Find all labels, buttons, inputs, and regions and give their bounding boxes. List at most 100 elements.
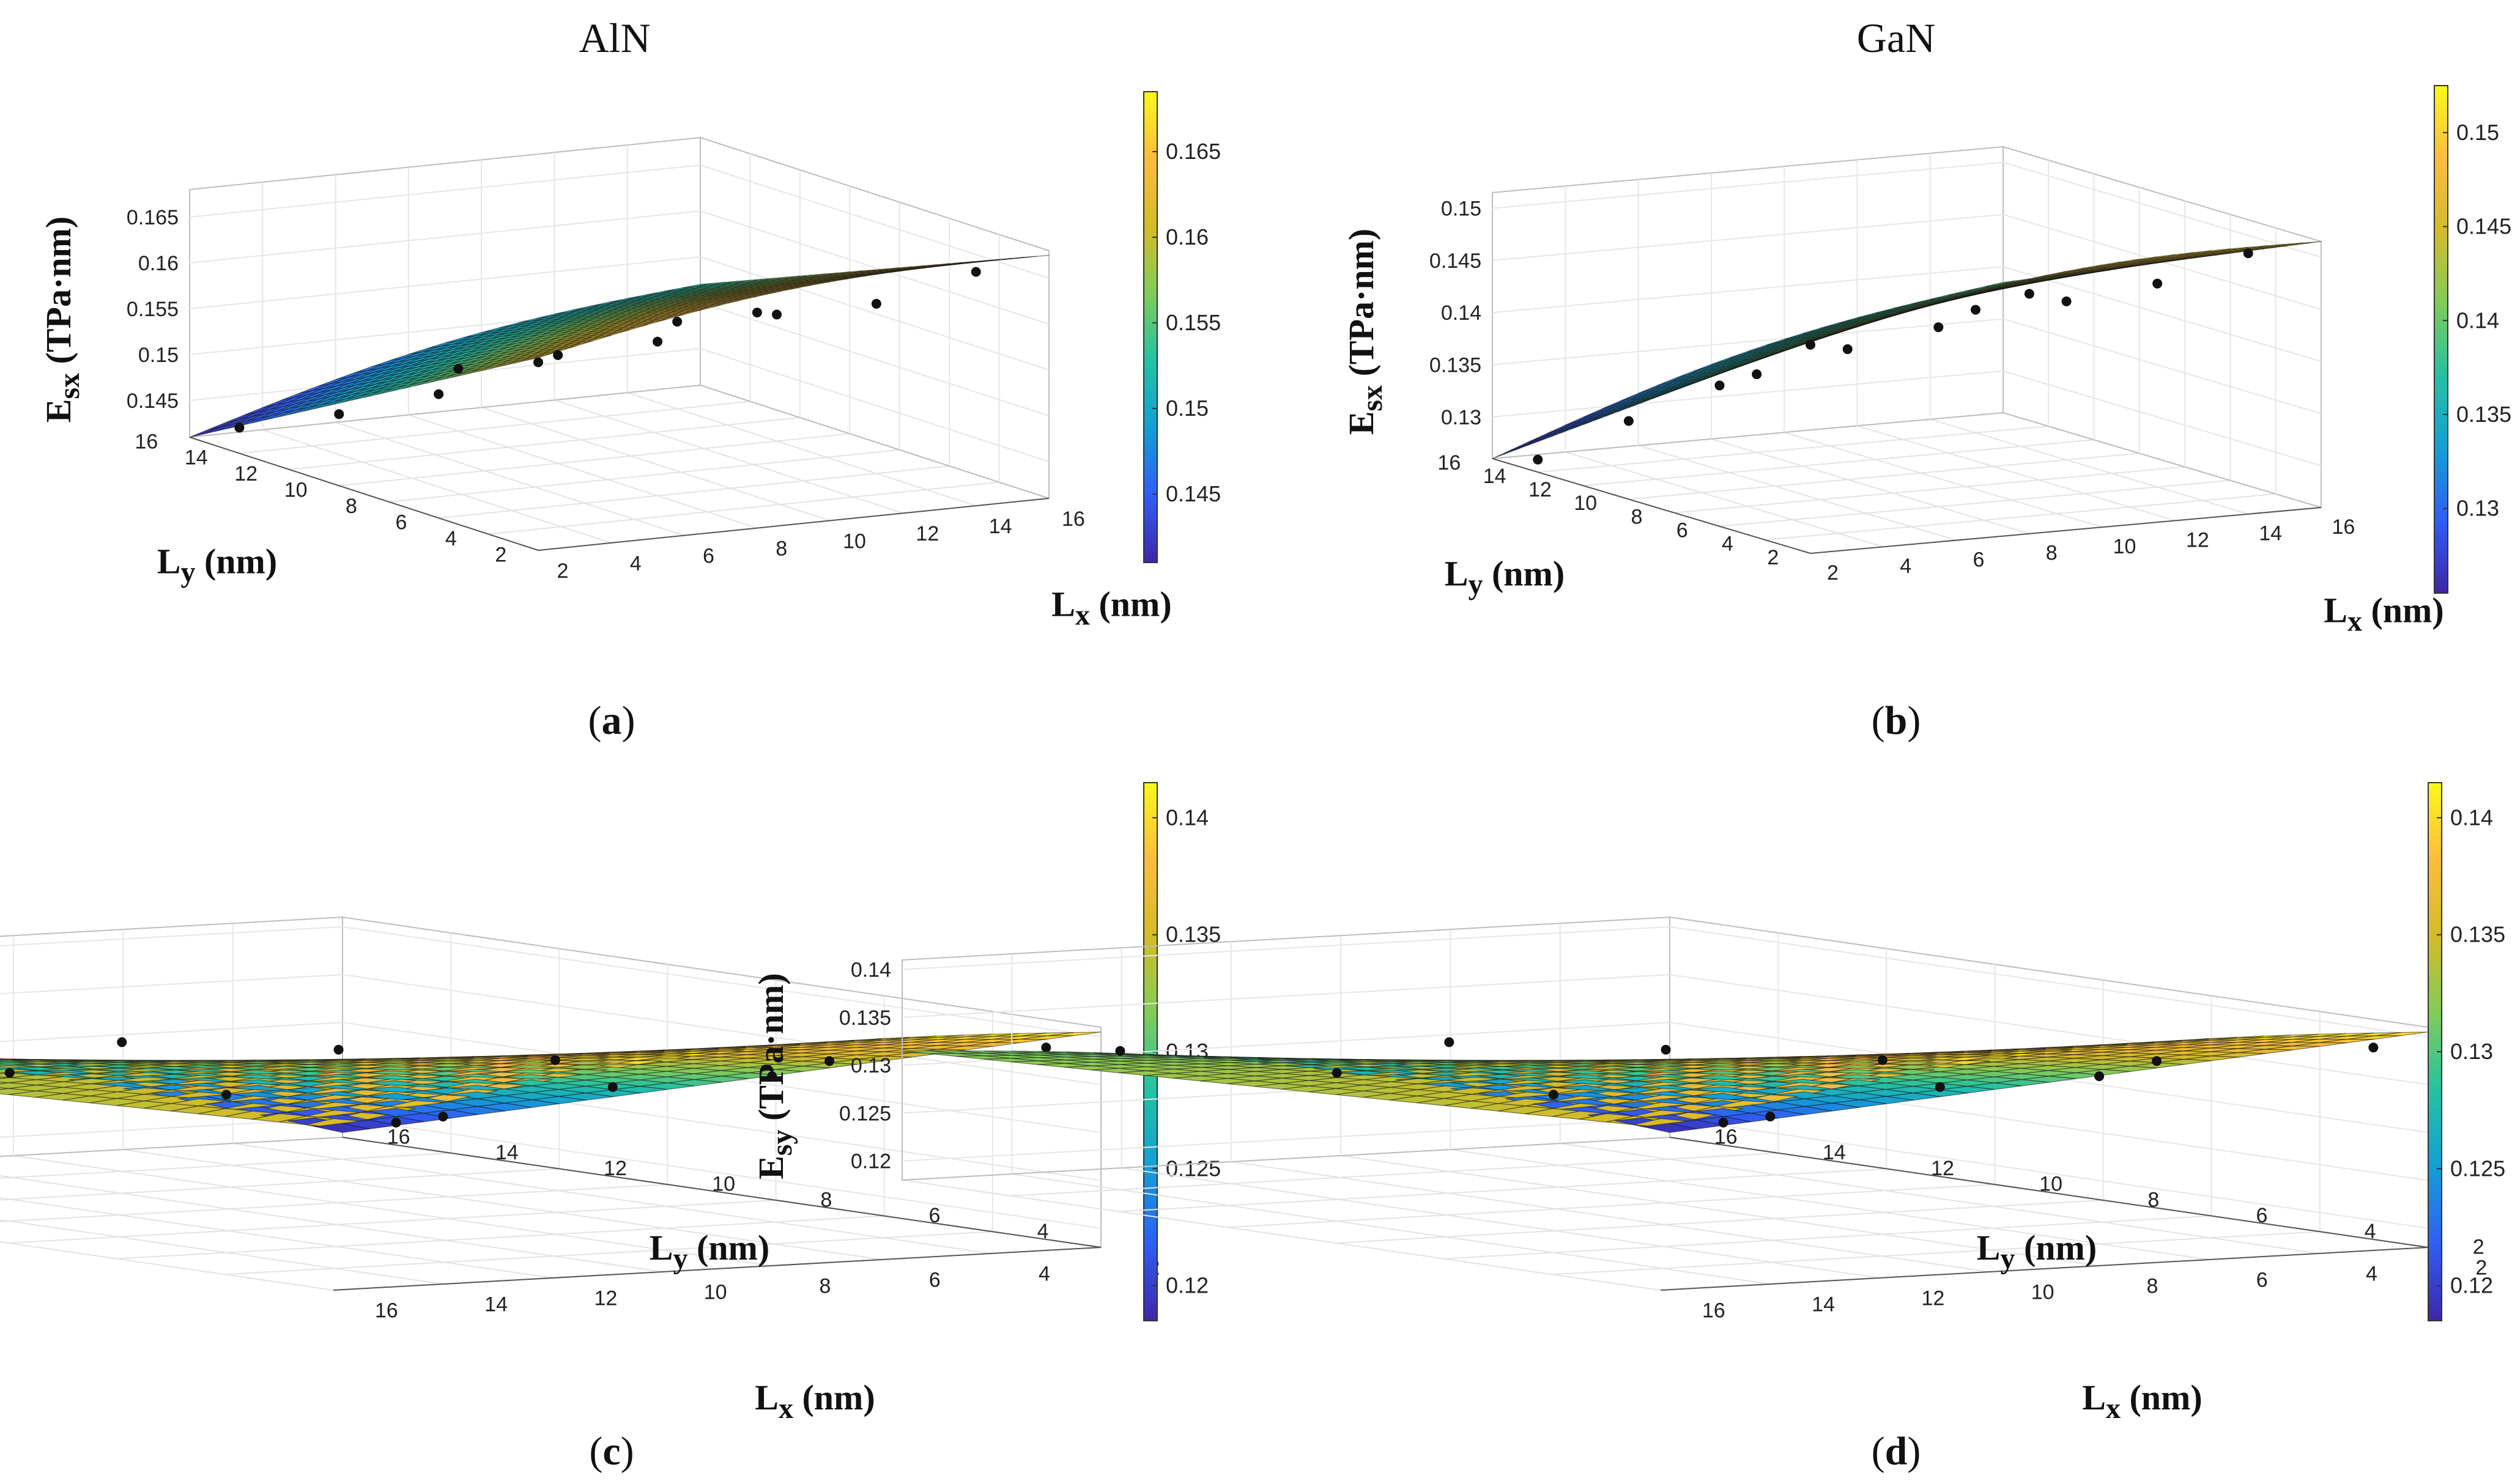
- panel-a-surface: [189, 254, 1050, 438]
- data-point: [2243, 248, 2253, 259]
- x-tick-label: 16: [1702, 1299, 1725, 1323]
- y-axis-line: [189, 437, 539, 551]
- data-point: [533, 357, 543, 367]
- panel-a-data-points: [234, 267, 981, 433]
- y-axis-label-rest: (nm): [195, 542, 277, 581]
- floor-grid-x: [1930, 418, 2249, 515]
- column-title-aln: AlN: [579, 15, 650, 61]
- y-axis-label-sub: y: [2000, 1242, 2015, 1275]
- panel-c-esy-aln: 2468101214162468101214160.120.1250.130.1…: [0, 782, 1221, 1474]
- y-tick-label: 10: [2039, 1173, 2062, 1196]
- y-axis-label: Ly (nm): [157, 542, 277, 589]
- x-tick-label: 8: [776, 537, 787, 561]
- caption-close: ): [1907, 698, 1921, 743]
- z-tick-label: 0.13: [851, 1054, 891, 1077]
- data-point: [1549, 1090, 1558, 1100]
- floor-grid-y: [439, 465, 950, 519]
- colorbar-tick-label: 0.16: [1166, 224, 1209, 249]
- wall-grid-z: [700, 164, 1050, 279]
- x-axis-line: [538, 498, 1050, 551]
- floor-grid-y: [8, 1199, 776, 1244]
- y-tick-label: 10: [284, 479, 308, 502]
- wall-grid-z: [189, 164, 701, 218]
- z-axis-label: Esx (TPa·nm): [1341, 229, 1388, 435]
- data-point: [752, 308, 762, 318]
- floor-grid-y: [1538, 426, 2049, 473]
- data-point: [117, 1037, 127, 1047]
- data-point: [1115, 1046, 1125, 1056]
- surface-patch: [1492, 445, 1522, 459]
- data-point: [1765, 1112, 1776, 1122]
- y-axis-label-sub: y: [673, 1242, 687, 1275]
- panel-a-tick-labels: 2 4 6 8 10 12 14 16 2 4 6 8 10 12 14 16 0.145 0.15 0.155 0.…: [127, 206, 1085, 583]
- floor-grid-x: [232, 1143, 991, 1254]
- back-wall-1: [2003, 146, 2322, 509]
- floor-grid-y: [1765, 493, 2276, 541]
- x-axis-line: [1810, 507, 2322, 554]
- colorbar-tick-label: 0.145: [1166, 481, 1221, 506]
- data-point: [1877, 1055, 1888, 1065]
- x-axis-label-sub: x: [2106, 1392, 2121, 1425]
- colorbar-tick-label: 0.135: [2456, 402, 2511, 427]
- y-tick-label: 6: [395, 511, 407, 534]
- data-point: [1332, 1068, 1342, 1078]
- z-axis-label-main: E: [751, 1156, 791, 1179]
- x-tick-label: 6: [703, 545, 714, 568]
- y-tick-label: 6: [2256, 1204, 2267, 1227]
- x-tick-label: 16: [375, 1299, 398, 1323]
- panel-a-caption: (a): [588, 698, 635, 743]
- data-point: [1714, 380, 1725, 391]
- y-tick-label: 10: [1574, 492, 1597, 515]
- x-tick-label: 4: [1039, 1263, 1050, 1286]
- wall-grid-z: [0, 1022, 343, 1043]
- floor-grid-y: [289, 416, 800, 470]
- panel-a-axis-lines: [189, 437, 1050, 551]
- colorbar-tick-label: 0.155: [1166, 310, 1221, 335]
- wall-grid-z: [1492, 370, 2004, 418]
- data-point: [334, 409, 344, 419]
- floor-grid-y: [488, 481, 999, 535]
- y-axis-line: [1492, 458, 1811, 554]
- caption-letter: d: [1885, 1429, 1908, 1474]
- x-tick-label: 6: [2256, 1269, 2268, 1292]
- panel-b-tick-labels: 2 4 6 8 10 12 14 16 2 4 6 8 10 12 14 16 0.13 0.135 0.14 0.1…: [1429, 197, 2355, 585]
- x-tick-label: 4: [2366, 1263, 2377, 1286]
- x-tick-label: 6: [929, 1269, 941, 1292]
- y-tick-label: 8: [346, 495, 357, 518]
- z-axis-label-rest: (TPa·nm): [751, 973, 791, 1129]
- y-axis-label-rest: (nm): [687, 1228, 769, 1268]
- floor-grid-x: [1711, 438, 2030, 534]
- data-point: [2152, 278, 2163, 289]
- data-point: [234, 423, 245, 433]
- floor-grid-y: [388, 449, 900, 503]
- wall-grid-z: [2003, 370, 2322, 467]
- caption-letter: c: [602, 1429, 620, 1474]
- panel-b-data-points: [1533, 248, 2253, 465]
- z-tick-label: 0.12: [851, 1150, 891, 1173]
- wall-grid-z: [0, 926, 343, 947]
- y-tick-label: 2: [1767, 546, 1779, 569]
- wall-grid-z: [0, 973, 343, 995]
- x-axis-label-rest: (nm): [2362, 591, 2444, 630]
- z-axis-label-main: E: [1341, 412, 1381, 435]
- column-title-gan: GaN: [1857, 15, 1935, 61]
- wall-grid-z: [0, 1117, 343, 1138]
- y-tick-label: 14: [1823, 1141, 1846, 1164]
- y-tick-label: 16: [387, 1126, 410, 1149]
- x-tick-label: 10: [2031, 1281, 2054, 1304]
- z-tick-label: 0.15: [138, 344, 179, 367]
- colorbar-tick-label: 0.15: [1166, 396, 1209, 421]
- data-point: [1971, 305, 1980, 315]
- data-point: [553, 350, 563, 360]
- x-axis-label: Lx (nm): [1051, 585, 1171, 632]
- colorbar-tick-label: 0.12: [2450, 1273, 2493, 1298]
- y-axis-label-sub: y: [1468, 569, 1483, 601]
- x-tick-label: 2: [557, 559, 568, 583]
- y-tick-label: 4: [1037, 1220, 1049, 1243]
- y-tick-label: 6: [928, 1204, 940, 1227]
- colorbar-tick-label: 0.15: [2456, 120, 2499, 145]
- x-tick-label: 10: [843, 530, 866, 553]
- caption-close: ): [622, 698, 635, 743]
